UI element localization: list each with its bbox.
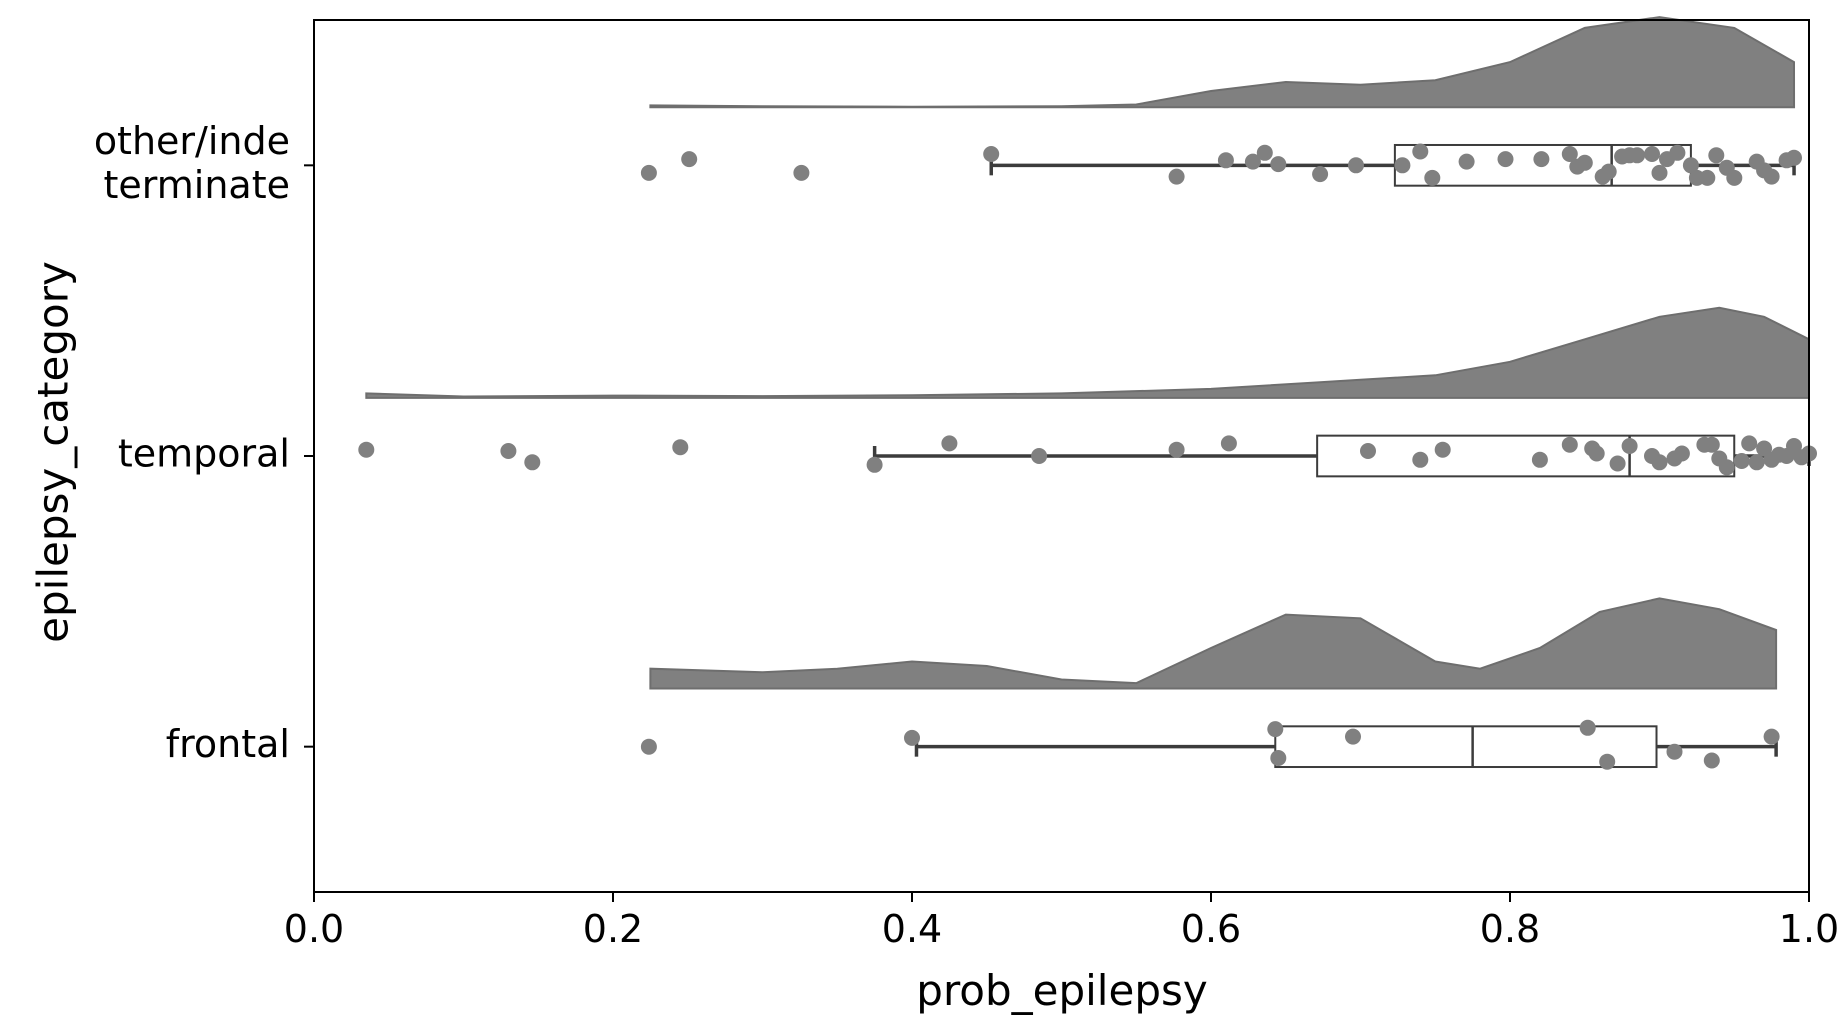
data-point [1699, 169, 1716, 186]
data-point [1599, 753, 1616, 770]
data-point [640, 164, 657, 181]
data-point [1609, 455, 1626, 472]
data-point [1682, 157, 1699, 174]
data-point [1497, 151, 1514, 168]
x-tick-label: 0.0 [284, 907, 344, 951]
plot-area [358, 16, 1817, 770]
data-point [524, 454, 541, 471]
data-point [904, 729, 920, 746]
data-point [1666, 743, 1683, 760]
data-point [1748, 454, 1765, 471]
data-point [1168, 441, 1185, 458]
data-point [1412, 143, 1429, 160]
category-temporal [358, 306, 1817, 478]
y-tick-label: frontal [166, 722, 290, 766]
data-point [1267, 721, 1284, 738]
density-cloud [365, 306, 1810, 399]
data-point [1561, 436, 1578, 453]
x-tick-label: 0.8 [1480, 907, 1540, 951]
x-tick-label: 0.2 [583, 907, 643, 951]
data-point [1579, 719, 1596, 736]
x-axis-title: prob_epilepsy [916, 966, 1207, 1015]
data-point [1533, 151, 1550, 168]
data-point [1270, 750, 1287, 766]
data-point [1718, 459, 1735, 476]
data-point [1531, 451, 1548, 468]
data-point [358, 441, 375, 458]
data-point [1256, 144, 1273, 161]
data-point [1708, 147, 1725, 164]
data-point [983, 146, 1000, 162]
data-point [1031, 448, 1048, 464]
x-tick-label: 1.0 [1779, 907, 1839, 951]
y-axis-title-group: epilepsy_category [29, 261, 78, 643]
data-point [1733, 453, 1750, 469]
data-point [500, 443, 517, 459]
data-point [1763, 168, 1780, 185]
data-point [866, 456, 883, 473]
data-point [1458, 153, 1475, 170]
data-point [941, 435, 958, 452]
data-point [1576, 154, 1593, 171]
data-point [1651, 454, 1668, 471]
data-point [1412, 451, 1429, 468]
density-cloud [649, 597, 1778, 690]
data-point [1434, 441, 1451, 458]
data-point [1644, 146, 1660, 162]
data-point [1703, 752, 1720, 769]
data-point [1621, 438, 1638, 454]
data-point [1741, 435, 1758, 452]
data-point [672, 439, 689, 456]
data-point [1651, 164, 1668, 181]
data-point [640, 738, 657, 755]
data-point [1394, 157, 1411, 174]
data-point [1270, 156, 1287, 173]
data-point [1786, 149, 1802, 166]
category-frontal [640, 597, 1780, 770]
data-point [1220, 435, 1237, 452]
data-point [1244, 153, 1261, 170]
x-tick-label: 0.6 [1181, 907, 1241, 951]
data-point [1561, 146, 1578, 162]
data-point [1348, 157, 1364, 174]
data-point [1629, 147, 1646, 164]
y-tick-label: temporal [118, 432, 290, 476]
y-axis-title: epilepsy_category [29, 261, 78, 643]
iqr-box [1316, 434, 1736, 478]
data-point [1703, 436, 1720, 453]
data-point [1600, 163, 1617, 180]
data-point [1756, 440, 1773, 457]
data-point [1669, 144, 1686, 161]
data-point [1588, 445, 1605, 462]
x-tick-label: 0.4 [882, 907, 942, 951]
data-point [1424, 169, 1441, 186]
data-point [681, 151, 698, 168]
data-point [1726, 169, 1743, 186]
y-tick-label: terminate [104, 163, 290, 207]
data-point [1217, 152, 1234, 169]
data-point [1673, 445, 1690, 462]
data-point [1786, 438, 1802, 454]
data-point [1360, 443, 1376, 459]
data-point [1345, 728, 1361, 745]
data-point [1763, 728, 1780, 745]
density-cloud [649, 16, 1796, 109]
y-tick-label: other/inde [94, 119, 290, 163]
data-point [1168, 168, 1185, 185]
category-other [640, 16, 1802, 187]
data-point [793, 164, 810, 181]
data-point [1312, 166, 1329, 183]
